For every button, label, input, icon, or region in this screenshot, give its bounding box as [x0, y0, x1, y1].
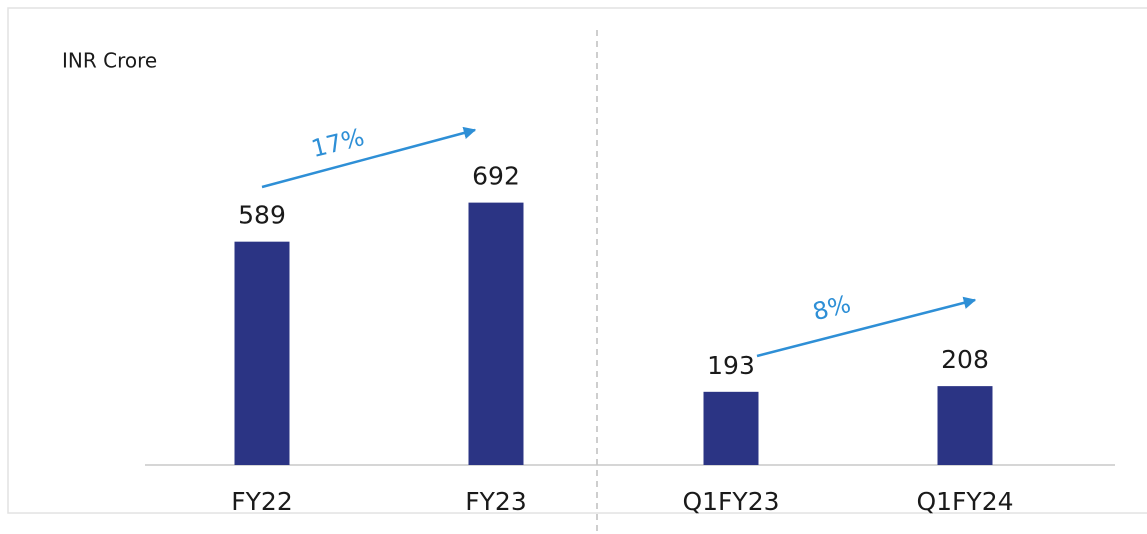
value-label: 208	[941, 345, 989, 374]
bar	[937, 386, 993, 465]
growth-arrow	[756, 296, 977, 358]
growth-annotation: 17%	[308, 123, 367, 163]
value-label: 692	[472, 162, 520, 191]
x-tick-label: FY23	[465, 487, 526, 516]
bar	[234, 241, 290, 465]
growth-annotation: 8%	[810, 290, 854, 326]
value-label: 589	[238, 201, 286, 230]
bar	[468, 202, 524, 465]
unit-label: INR Crore	[62, 49, 157, 73]
x-tick-label: FY22	[231, 487, 292, 516]
x-tick-label: Q1FY23	[682, 487, 779, 516]
value-label: 193	[707, 351, 755, 380]
growth-arrow	[261, 126, 477, 189]
bar	[703, 391, 759, 465]
x-tick-label: Q1FY24	[916, 487, 1013, 516]
card-frame	[7, 7, 1147, 514]
